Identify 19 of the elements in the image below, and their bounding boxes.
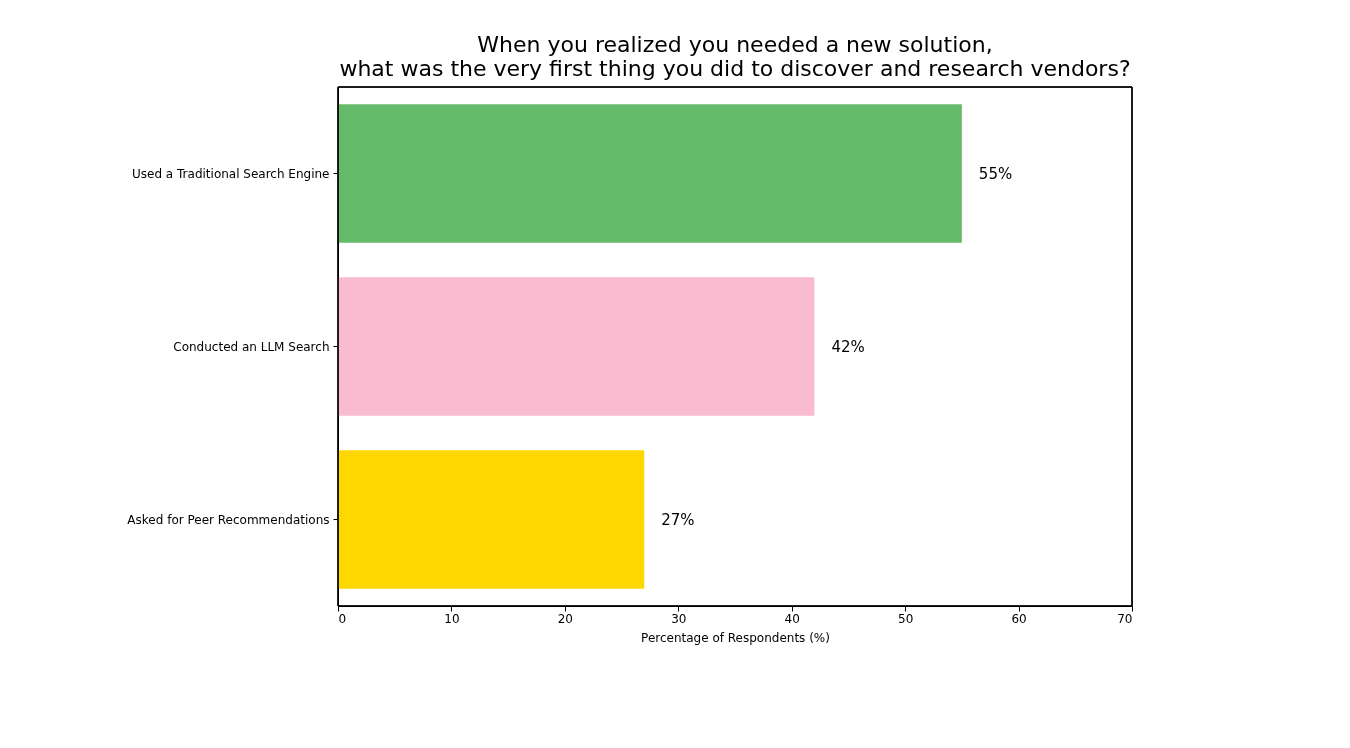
x-tick-label: 10 [444,611,460,626]
y-tick-label: Asked for Peer Recommendations [127,512,330,527]
bar [338,277,815,416]
chart-title: When you realized you needed a new solution, what was the very first thing you did to discover and research vendors? [339,31,1131,81]
x-tick-label: 0 [338,611,347,626]
bar [338,450,645,589]
x-tick-label: 40 [784,611,800,626]
x-axis-title: Percentage of Respondents (%) [641,630,830,645]
x-tick-label: 70 [1117,611,1133,626]
x-tick-label: 30 [671,611,687,626]
data-label: 55% [978,164,1013,183]
bar [338,104,962,243]
x-tick-label: 50 [898,611,914,626]
x-tick-label: 60 [1011,611,1027,626]
y-tick-label: Conducted an LLM Search [173,339,330,354]
data-label: 42% [831,337,865,356]
data-label: 27% [661,510,695,529]
x-tick-label: 20 [557,611,573,626]
y-tick-label: Used a Traditional Search Engine [132,166,330,181]
